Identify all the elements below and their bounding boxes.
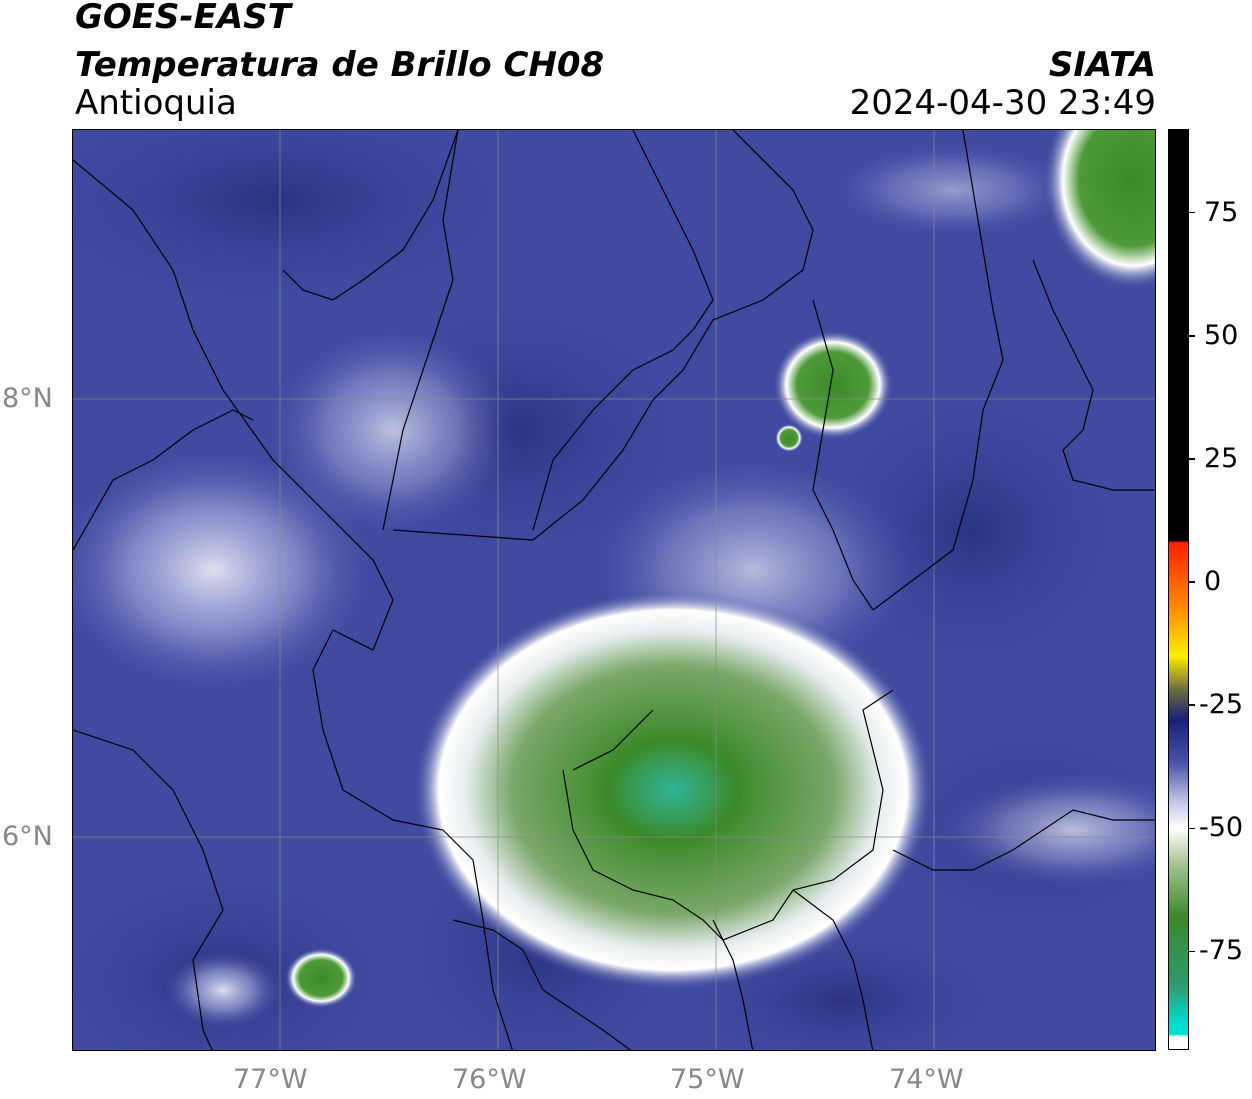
lon-tick-label: 76°W bbox=[452, 1064, 527, 1095]
colorbar-tick-label: 0 bbox=[1204, 566, 1222, 598]
colorbar-tick-label: 50 bbox=[1204, 319, 1239, 351]
gridlines bbox=[73, 130, 1155, 1050]
colorbar-tick-mark bbox=[1189, 335, 1195, 337]
lon-tick-label: 74°W bbox=[889, 1064, 964, 1095]
colorbar-tick-label: 75 bbox=[1204, 196, 1239, 228]
lon-tick-label: 77°W bbox=[233, 1064, 308, 1095]
colorbar-tick-label: 25 bbox=[1204, 442, 1239, 474]
lon-tick-label: 75°W bbox=[670, 1064, 745, 1095]
cirrus-haze bbox=[73, 140, 1155, 1030]
brightness-temperature-map bbox=[72, 129, 1156, 1051]
region-label: Antioquia bbox=[75, 83, 237, 123]
colorbar-tick-label: -75 bbox=[1199, 935, 1244, 967]
convective-cores bbox=[285, 130, 1155, 1008]
temperature-colorbar bbox=[1168, 129, 1189, 1050]
colorbar-tick-mark bbox=[1189, 950, 1195, 953]
colorbar-tick-mark bbox=[1189, 827, 1195, 830]
colorbar-tick-label: -50 bbox=[1199, 812, 1244, 844]
lat-tick-label: 8°N bbox=[2, 383, 53, 414]
colorbar-tick-label: -25 bbox=[1199, 689, 1244, 721]
colorbar-tick-mark bbox=[1189, 211, 1195, 214]
organization-label: SIATA bbox=[1048, 45, 1156, 85]
colorbar-tick-mark bbox=[1189, 581, 1195, 583]
datetime-label: 2024-04-30 23:49 bbox=[849, 83, 1156, 123]
lat-tick-label: 6°N bbox=[2, 821, 53, 852]
colorbar-tick-mark bbox=[1189, 458, 1195, 460]
satellite-title: GOES-EAST bbox=[75, 0, 291, 37]
colorbar-tick-mark bbox=[1189, 704, 1195, 706]
boundary-lines bbox=[73, 130, 1155, 1050]
product-title: Temperatura de Brillo CH08 bbox=[75, 45, 605, 85]
